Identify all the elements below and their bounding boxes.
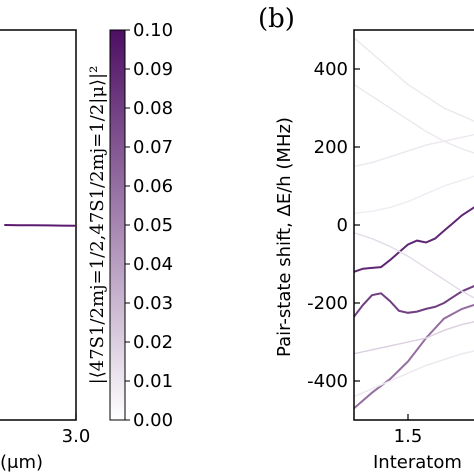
colorbar-tick-label: 0.08 [133, 98, 173, 119]
panel-a: 3.0 (μm) [0, 29, 91, 473]
panel-b-label: (b) [258, 4, 295, 34]
panel-b-series-line [354, 175, 474, 214]
panel-b-x-axis-label: Interatom [373, 452, 462, 473]
panel-b-y-tick-label: -400 [307, 371, 348, 392]
panel-b-series-line [354, 321, 474, 355]
panel-b-y-tick-label: 400 [314, 59, 348, 80]
panel-a-line [4, 224, 77, 227]
colorbar-tick-label: 0.00 [133, 410, 173, 431]
colorbar-tick-label: 0.06 [133, 176, 173, 197]
panel-a-x-tick-label: 3.0 [62, 426, 91, 447]
colorbar-label: |⟨47S1/2mj=1/2,47S1/2mj=1/2|μ⟩|² [87, 66, 108, 385]
panel-b-y-tick-label: -200 [307, 293, 348, 314]
panel-b-y-tick-label: 200 [314, 137, 348, 158]
panel-b-series-line [354, 303, 474, 410]
panel-b-x-tick-label: 1.5 [394, 426, 423, 447]
colorbar: 0.00 0.01 0.02 0.03 0.04 0.05 0.06 0.07 0.08 0.09… [87, 20, 173, 431]
colorbar-tick-label: 0.10 [133, 20, 173, 41]
panel-b: (b) 400 200 0 -200 -400 1.5 Pair-state shift… [258, 4, 474, 473]
colorbar-tick-label: 0.07 [133, 137, 173, 158]
panel-b-series-line [354, 84, 474, 154]
colorbar-tick-label: 0.09 [133, 59, 173, 80]
panel-b-y-axis-label: Pair-state shift, ΔE/h (MHz) [274, 117, 295, 357]
colorbar-tick-label: 0.04 [133, 254, 173, 275]
panel-b-y-tick-label: 0 [337, 215, 348, 236]
panel-b-series-line [354, 350, 474, 398]
panel-b-series-line [354, 232, 474, 299]
panel-b-series-line [354, 206, 474, 273]
panel-b-series-line [354, 37, 474, 122]
colorbar-gradient [109, 29, 126, 421]
panel-b-series-line [354, 285, 474, 318]
panel-b-series-line [354, 133, 474, 168]
panel-a-x-axis-label: (μm) [0, 452, 43, 473]
colorbar-tick-label: 0.05 [133, 215, 173, 236]
colorbar-tick-label: 0.03 [133, 293, 173, 314]
colorbar-tick-label: 0.01 [133, 371, 173, 392]
colorbar-tick-label: 0.02 [133, 332, 173, 353]
